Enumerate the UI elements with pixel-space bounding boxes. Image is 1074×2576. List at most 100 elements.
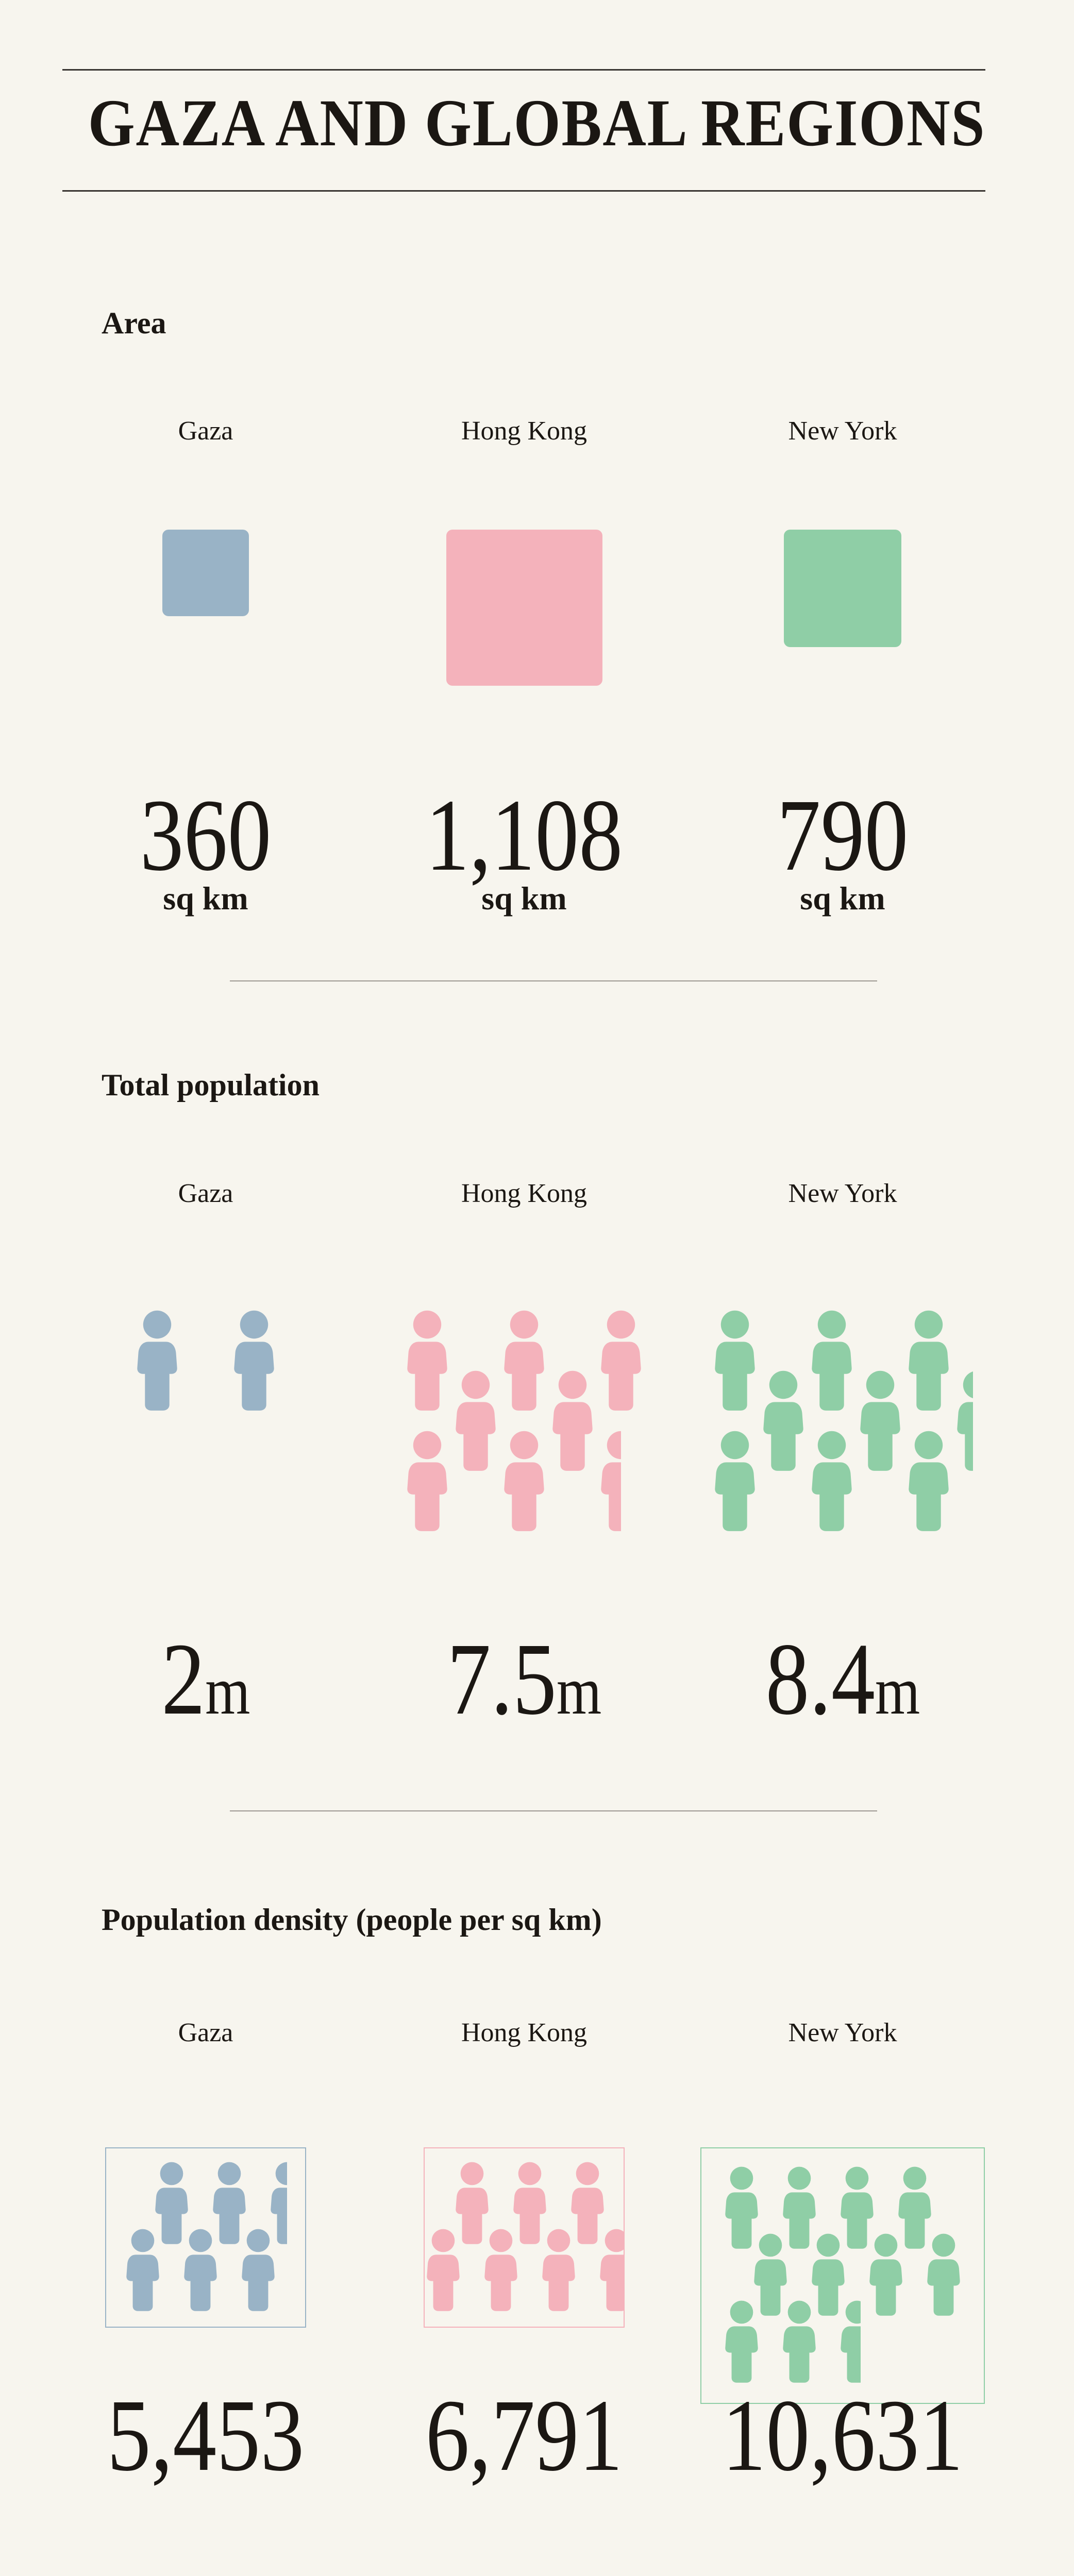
- person-icon: [504, 1431, 544, 1531]
- density-values-row: 5,453 6,791 10,631: [46, 2384, 1002, 2487]
- person-icon: [137, 1310, 177, 1411]
- person-icon: [927, 2233, 960, 2316]
- person-icon: [725, 2166, 758, 2249]
- millions-suffix: m: [556, 1653, 601, 1728]
- person-icon: [860, 1370, 901, 1471]
- section-divider-2: [230, 1810, 877, 1811]
- person-icon: [725, 2300, 758, 2383]
- partial-person-icon: [598, 2228, 624, 2314]
- area-labels-row: Gaza Hong Kong New York: [46, 418, 1002, 445]
- person-icon: [909, 1310, 949, 1411]
- density-value-gaza: 5,453: [107, 2379, 305, 2493]
- person-icon: [407, 1310, 447, 1411]
- person-icon: [427, 2229, 460, 2311]
- region-label-new-york: New York: [788, 1179, 897, 1208]
- density-section-heading: Population density (people per sq km): [102, 1903, 602, 1937]
- person-icon: [812, 2233, 845, 2316]
- area-squares-row: [46, 530, 1002, 686]
- person-icon: [242, 2229, 275, 2311]
- person-icon: [504, 1310, 544, 1411]
- person-icon: [600, 2229, 624, 2311]
- person-icon: [601, 1310, 641, 1411]
- region-label-hong-kong: Hong Kong: [461, 1179, 588, 1208]
- area-values-row: 360 1,108 790: [46, 784, 1002, 887]
- area-units-row: sq km sq km sq km: [46, 882, 1002, 915]
- population-pictogram-hong-kong: [405, 1310, 644, 1534]
- person-icon: [601, 1431, 621, 1531]
- person-icon: [715, 1431, 756, 1531]
- partial-person-icon: [268, 2161, 287, 2247]
- population-value-gaza: 2m: [161, 1622, 250, 1736]
- area-column-hong-kong: Hong Kong: [365, 418, 683, 445]
- person-icon: [812, 1431, 852, 1531]
- millions-suffix: m: [205, 1653, 250, 1728]
- population-values-row: 2m 7.5m 8.4m: [46, 1628, 1002, 1731]
- area-column-gaza: Gaza: [46, 418, 365, 445]
- partial-person-icon: [598, 1430, 621, 1534]
- person-icon: [898, 2166, 931, 2249]
- person-icon: [155, 2162, 188, 2244]
- density-boxes-row: [46, 2147, 1002, 2405]
- density-value-hong-kong: 6,791: [425, 2379, 623, 2493]
- area-unit-new-york: sq km: [800, 880, 885, 917]
- person-icon: [542, 2229, 575, 2311]
- page-title: GAZA AND GLOBAL REGIONS: [0, 90, 1074, 157]
- person-icon: [869, 2233, 902, 2316]
- population-pictograms-row: [46, 1310, 1002, 1534]
- density-labels-row: Gaza Hong Kong New York: [46, 2020, 1002, 2046]
- person-icon: [271, 2162, 287, 2244]
- partial-person-icon: [954, 1370, 973, 1474]
- region-label-gaza: Gaza: [178, 416, 233, 446]
- region-label-new-york: New York: [788, 416, 897, 446]
- population-labels-row: Gaza Hong Kong New York: [46, 1180, 1002, 1207]
- person-icon: [783, 2300, 816, 2383]
- person-icon: [754, 2233, 787, 2316]
- millions-suffix: m: [875, 1653, 920, 1728]
- partial-person-icon: [838, 2300, 861, 2385]
- area-value-gaza: 360: [140, 778, 272, 892]
- person-icon: [763, 1370, 804, 1471]
- person-icon: [812, 1310, 852, 1411]
- area-square-gaza: [162, 530, 249, 616]
- person-icon: [909, 1431, 949, 1531]
- person-icon: [571, 2162, 604, 2244]
- person-icon: [715, 1310, 756, 1411]
- title-rule-top: [62, 69, 985, 71]
- area-unit-gaza: sq km: [163, 880, 248, 917]
- person-icon: [841, 2166, 874, 2249]
- area-value-new-york: 790: [777, 778, 909, 892]
- page-title-text: GAZA AND GLOBAL REGIONS: [88, 86, 986, 160]
- region-label-gaza: Gaza: [178, 2018, 233, 2047]
- person-icon: [184, 2229, 217, 2311]
- area-column-new-york: New York: [683, 418, 1002, 445]
- density-box-gaza: [105, 2147, 306, 2328]
- population-pictogram-new-york: [712, 1310, 973, 1534]
- person-icon: [126, 2229, 159, 2311]
- person-icon: [234, 1310, 274, 1411]
- person-icon: [841, 2300, 861, 2383]
- region-label-new-york: New York: [788, 2018, 897, 2047]
- population-pictogram-gaza: [135, 1310, 277, 1414]
- title-rule-bottom: [62, 190, 985, 192]
- person-icon: [213, 2162, 246, 2244]
- area-section-heading: Area: [102, 306, 166, 340]
- region-label-hong-kong: Hong Kong: [461, 2018, 588, 2047]
- area-unit-hong-kong: sq km: [481, 880, 567, 917]
- density-box-hong-kong: [424, 2147, 625, 2328]
- area-value-hong-kong: 1,108: [425, 778, 623, 892]
- density-value-new-york: 10,631: [722, 2379, 963, 2493]
- area-square-new-york: [784, 530, 901, 647]
- section-divider-1: [230, 980, 877, 981]
- person-icon: [552, 1370, 593, 1471]
- area-square-hong-kong: [446, 530, 602, 686]
- population-value-new-york: 8.4m: [765, 1622, 920, 1736]
- population-section-heading: Total population: [102, 1068, 320, 1102]
- region-label-hong-kong: Hong Kong: [461, 416, 588, 446]
- person-icon: [456, 2162, 489, 2244]
- population-value-hong-kong: 7.5m: [447, 1622, 601, 1736]
- person-icon: [484, 2229, 517, 2311]
- person-icon: [456, 1370, 496, 1471]
- person-icon: [513, 2162, 546, 2244]
- person-icon: [407, 1431, 447, 1531]
